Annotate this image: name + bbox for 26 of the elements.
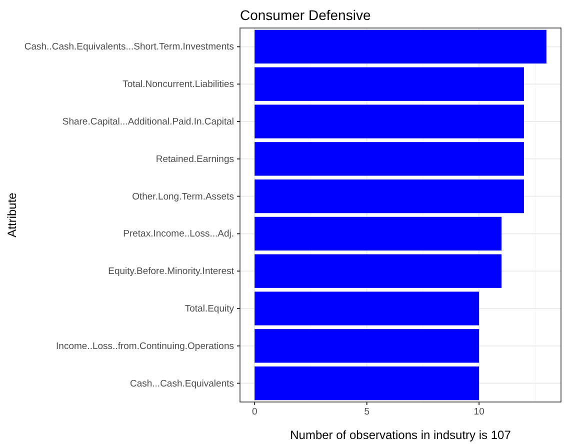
y-tick-label: Cash..Cash.Equivalents...Short.Term.Investments — [24, 42, 234, 53]
x-tick-label: 0 — [252, 406, 258, 418]
y-tick-label: Income..Loss..from.Continuing.Operations — [56, 340, 234, 352]
bar — [254, 292, 480, 326]
bar — [254, 254, 502, 288]
y-tick-label: Pretax.Income..Loss...Adj. — [123, 228, 234, 240]
bar — [254, 67, 524, 101]
y-tick-label: Total.Equity — [184, 304, 234, 315]
bar — [254, 216, 502, 251]
x-tick-label: 10 — [474, 406, 484, 418]
y-tick-label: Cash...Cash.Equivalents — [130, 378, 234, 390]
bar — [254, 366, 480, 400]
y-tick-label: Other.Long.Term.Assets — [132, 191, 234, 202]
y-tick-label: Share.Capital...Additional.Paid.In.Capital — [62, 116, 234, 128]
y-axis-title: Attribute — [5, 192, 19, 238]
y-tick-label: Equity.Before.Minority.Interest — [108, 266, 234, 278]
bar — [254, 30, 546, 64]
chart-title: Consumer Defensive — [240, 7, 371, 23]
y-tick-label: Retained.Earnings — [156, 154, 234, 165]
bar — [254, 142, 524, 176]
y-tick-label: Total.Noncurrent.Liabilities — [122, 79, 234, 90]
x-tick-label: 5 — [364, 406, 370, 418]
bar — [254, 104, 524, 138]
x-axis-title: Number of observations in indsutry is 107 — [290, 428, 512, 442]
bar — [254, 329, 480, 363]
bar — [254, 179, 524, 214]
